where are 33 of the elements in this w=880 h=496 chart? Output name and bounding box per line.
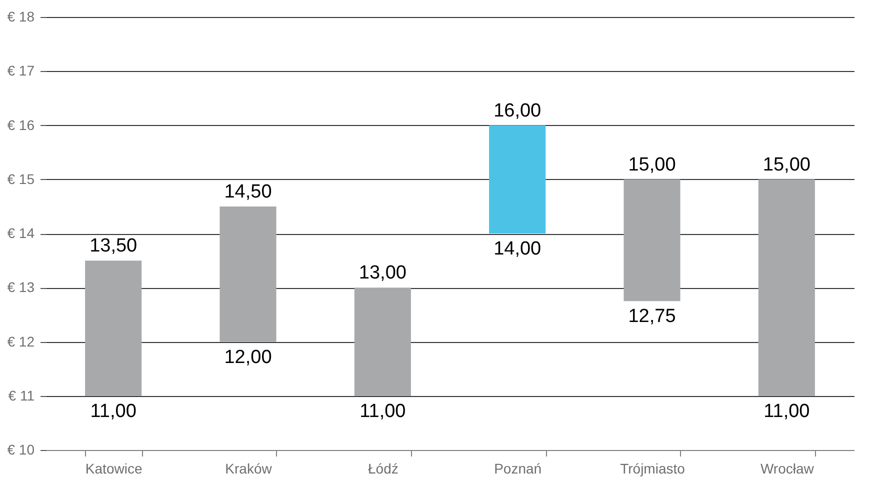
y-tick-label: € 13	[7, 279, 35, 296]
annotation: 11,00	[764, 400, 810, 422]
annotation: 12,75	[628, 306, 676, 328]
x-tick-label: Wrocław	[760, 460, 815, 476]
y-tick-label: € 15	[7, 170, 35, 187]
bar	[758, 179, 815, 396]
y-tick-label: € 14	[7, 225, 35, 241]
annotation: 14,00	[494, 238, 542, 260]
bar	[220, 206, 276, 342]
y-tick-label: € 10	[7, 442, 35, 458]
bar	[85, 260, 142, 396]
annotation: 14,50	[224, 181, 272, 202]
annotation: 12,00	[224, 346, 272, 368]
bar	[624, 179, 680, 302]
x-tick-label: Łódź	[368, 460, 398, 476]
x-tick-label: Kraków	[225, 460, 273, 476]
y-tick-label: € 18	[7, 8, 35, 24]
bar	[354, 288, 411, 396]
annotation: 16,00	[494, 100, 542, 122]
annotation: 15,00	[628, 154, 676, 176]
x-tick-label: Poznań	[494, 460, 542, 476]
annotation: 13,50	[90, 236, 138, 257]
bar	[489, 125, 546, 234]
x-tick-label: Trójmiasto	[620, 460, 686, 476]
y-tick-label: € 17	[7, 62, 35, 79]
annotation: 15,00	[762, 154, 810, 176]
y-tick-label: € 11	[8, 387, 35, 404]
x-tick-label: Katowice	[85, 460, 142, 476]
annotation: 13,00	[358, 262, 406, 284]
annotation: 11,00	[90, 400, 136, 422]
y-tick-label: € 16	[7, 116, 35, 133]
y-tick-label: € 12	[7, 333, 35, 350]
annotation: 11,00	[360, 400, 406, 422]
